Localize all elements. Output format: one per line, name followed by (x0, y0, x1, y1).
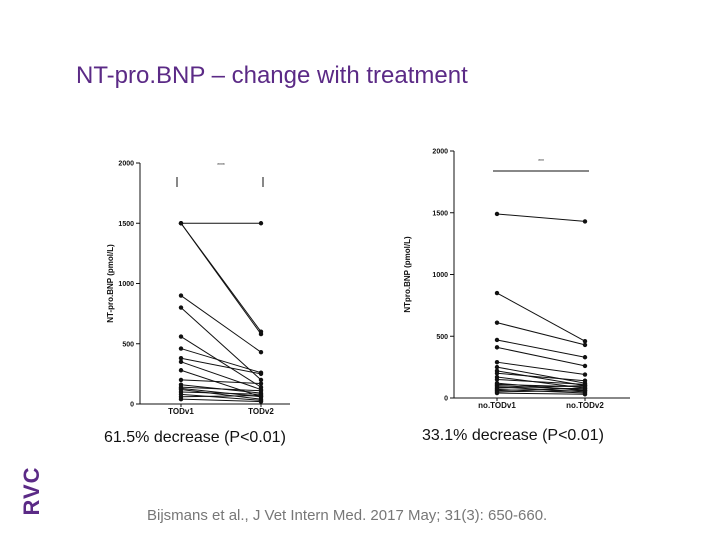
chart-right-point-v2-2 (582, 342, 588, 348)
chart-left-series-line-10 (180, 379, 262, 385)
chart-right-series-line-17 (496, 387, 586, 392)
chart-left-point-v2-4 (258, 377, 264, 383)
chart-right-point-v1-4 (494, 345, 500, 350)
chart-right-point-v2-4 (582, 363, 588, 369)
caption-left: 61.5% decrease (P<0.01) (104, 429, 286, 446)
chart-right-point-v1-1 (494, 290, 500, 296)
chart-right-point-v2-5 (582, 372, 588, 377)
chart-right-series-line-19 (496, 392, 586, 395)
chart-right-y-tick-label: 2000 (432, 149, 448, 156)
chart-right-series-line-18 (496, 390, 586, 393)
chart-right-point-v1-3 (494, 337, 500, 343)
chart-left-point-v2-2 (258, 329, 264, 334)
chart-left-point-v2-10 (258, 381, 264, 386)
chart-left-series-line-2 (180, 222, 262, 332)
chart-left-x-tick-label: TODv2 (248, 407, 274, 416)
rvc-logo-text: RVC (19, 466, 44, 516)
chart-right-series-line-4 (496, 346, 586, 367)
chart-right-x-tick-label: no.TODv2 (566, 401, 604, 410)
chart-right-series-line-0 (496, 213, 586, 222)
citation: Bijsmans et al., J Vet Intern Med. 2017 … (147, 507, 548, 524)
chart-left-point-v2-18 (258, 399, 264, 404)
chart-right-series-line-1 (496, 292, 586, 342)
chart-left-point-v1-6 (178, 346, 184, 351)
chart-left-point-v2-7 (258, 371, 264, 377)
chart-right-x-tick-label: no.TODv1 (478, 401, 516, 410)
chart-left-point-v1-10 (178, 377, 184, 383)
chart-right-point-v1-10 (494, 377, 500, 382)
chart-left-series-line-4 (180, 307, 262, 381)
chart-right-series-line-10 (496, 378, 586, 385)
chart-left-sig-label: **** (217, 163, 225, 169)
chart-right-series-line-3 (496, 339, 586, 358)
chart-left-point-v1-8 (178, 359, 184, 365)
chart-right-point-v1-8 (494, 371, 500, 376)
chart-left-series-line-17 (180, 395, 262, 398)
chart-right-series-line-2 (496, 322, 586, 346)
chart-left-x-tick-label: TODv1 (168, 407, 194, 416)
chart-left-series-line-14 (180, 389, 262, 400)
chart-left-y-tick-label: 1500 (118, 221, 134, 228)
chart-left-series-line-6 (180, 348, 262, 374)
chart-right-series-line-5 (496, 361, 586, 376)
chart-left-series-line-8 (180, 361, 262, 391)
chart-left-series-line-16 (180, 393, 262, 401)
chart-left-point-v1-18 (178, 396, 184, 402)
chart-left-point-v2-17 (258, 393, 264, 398)
chart-right-y-tick-label: 1000 (432, 272, 448, 279)
chart-left-series-line-15 (180, 391, 262, 395)
chart-right-point-v2-3 (582, 355, 588, 360)
chart-right-y-tick-label: 1500 (432, 210, 448, 217)
chart-right-point-v1-2 (494, 320, 500, 325)
slide-title: NT-pro.BNP – change with treatment (76, 62, 468, 89)
chart-right-point-v2-19 (582, 392, 588, 397)
chart-right-point-v2-18 (582, 388, 588, 393)
chart-right-series-line-8 (496, 372, 586, 382)
chart-right-point-v2-8 (582, 378, 588, 383)
chart-left-point-v1-2 (178, 221, 184, 226)
chart-right-series-line-6 (496, 366, 586, 384)
chart-right-point-v2-1 (582, 338, 588, 344)
chart-left-point-v1-3 (178, 293, 184, 298)
chart-right-point-v1-19 (494, 390, 500, 396)
chart-left-series-line-3 (180, 295, 262, 353)
chart-left-series-line-9 (180, 369, 262, 398)
chart-right-point-v1-5 (494, 359, 500, 365)
chart-right-point-v1-0 (494, 211, 500, 217)
chart-right-series-line-15 (496, 385, 586, 389)
chart-left-point-v1-7 (178, 356, 184, 361)
chart-right-y-tick-label: 0 (444, 396, 448, 403)
chart-right-sig-label: *** (538, 159, 544, 165)
chart-left-series-line-18 (180, 398, 262, 403)
chart-right-y-tick-label: 500 (436, 334, 448, 341)
chart-left-point-v1-4 (178, 305, 184, 310)
chart-left-series-line-7 (180, 357, 262, 375)
chart-left-series-line-12 (180, 386, 262, 392)
chart-left-y-axis-label: NT-pro.BNP (pmol/L) (106, 244, 115, 323)
rvc-logo: RVC (10, 460, 54, 520)
chart-left-y-tick-label: 1000 (118, 281, 134, 288)
chart-right-y-axis-label: NTpro.BNP (pmol/L) (403, 236, 412, 313)
chart-left-series-line-5 (180, 336, 262, 388)
chart-right-point-v1-6 (494, 364, 500, 370)
chart-left-y-tick-label: 2000 (118, 161, 134, 168)
chart-left-point-v2-12 (258, 388, 264, 393)
chart-right-point-v2-0 (582, 219, 588, 224)
chart-left-point-v1-9 (178, 368, 184, 373)
caption-right: 33.1% decrease (P<0.01) (422, 427, 604, 444)
chart-left-point-v1-5 (178, 334, 184, 339)
chart-left-point-v2-3 (258, 349, 264, 355)
chart-left-y-tick-label: 0 (130, 402, 134, 409)
chart-left-y-tick-label: 500 (122, 341, 134, 348)
chart-left-point-v2-0 (258, 221, 264, 226)
